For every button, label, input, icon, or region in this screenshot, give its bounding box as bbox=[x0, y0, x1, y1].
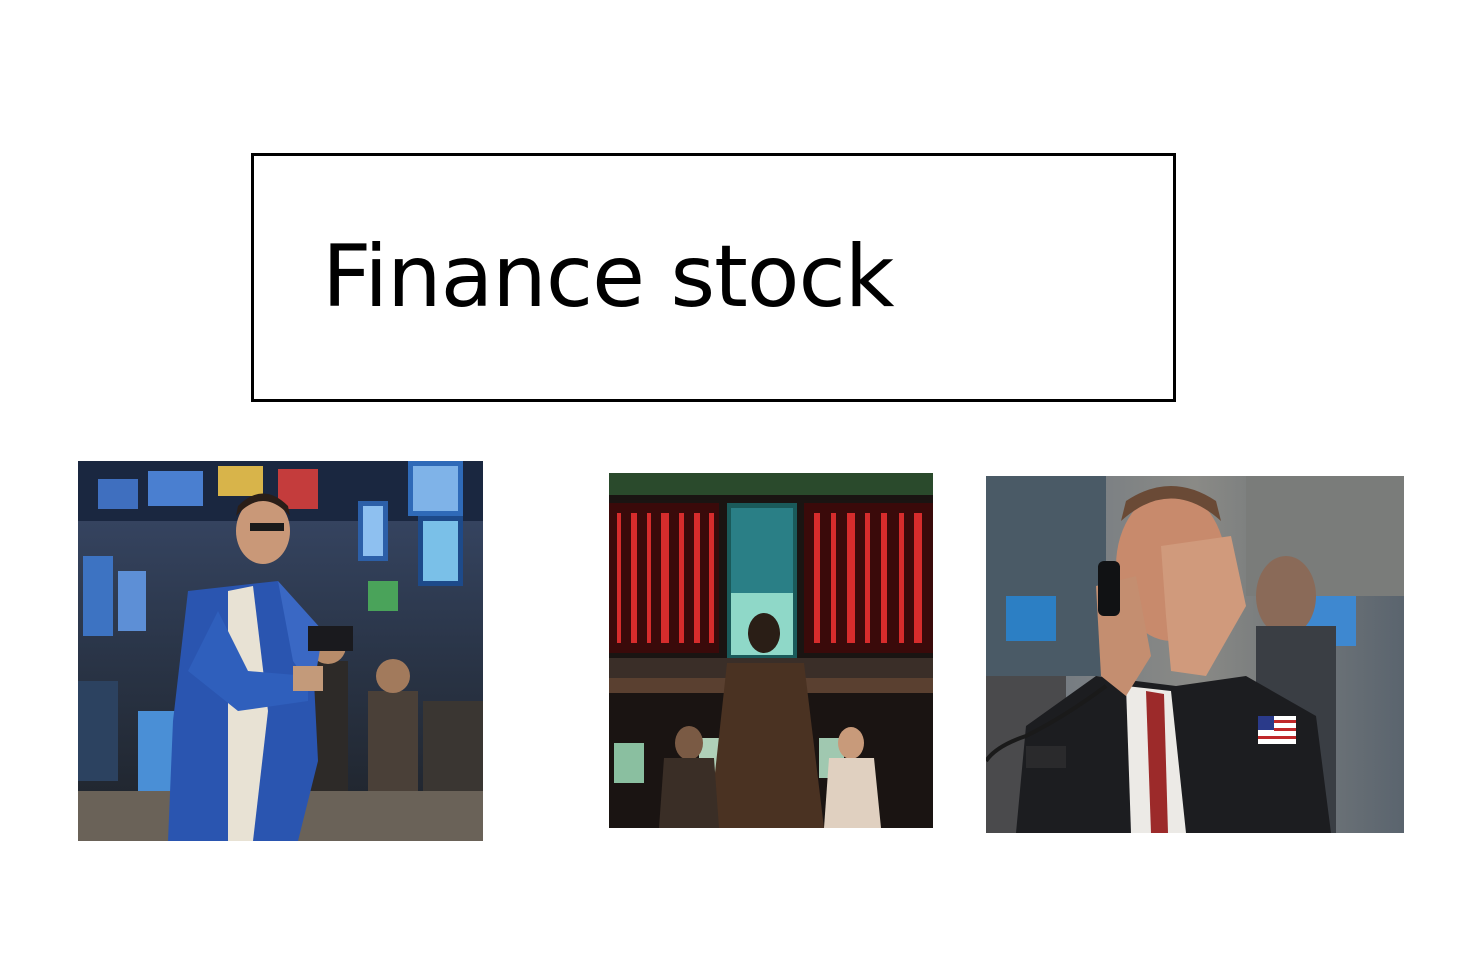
title-box: Finance stock bbox=[251, 153, 1176, 402]
trader-on-floor-photo bbox=[78, 461, 483, 841]
stressed-trader-photo bbox=[986, 476, 1404, 833]
slide-title: Finance stock bbox=[322, 227, 895, 327]
stock-board-photo bbox=[609, 473, 933, 828]
